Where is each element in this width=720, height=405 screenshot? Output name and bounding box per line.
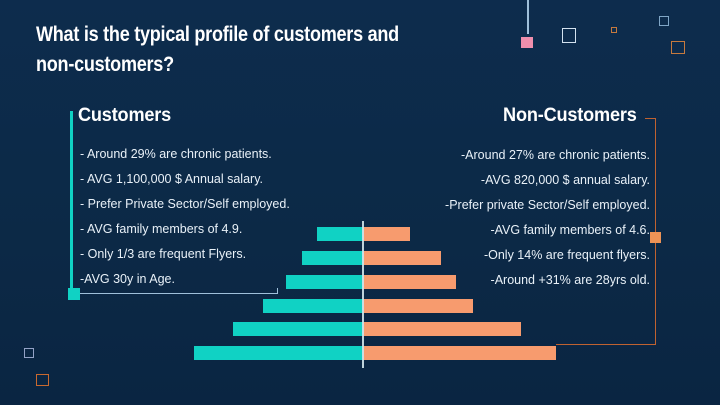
decor-orange-outline-square (671, 41, 685, 54)
list-item: - Only 1/3 are frequent Flyers. (80, 247, 247, 261)
title-line-1: What is the typical profile of customers… (36, 23, 399, 46)
list-item: -Only 14% are frequent flyers. (483, 248, 650, 262)
list-item: - Prefer Private Sector/Self employed. (80, 197, 290, 211)
non-customers-bar-row1 (363, 227, 410, 241)
non-customers-bracket-vertical (654, 117, 656, 345)
decor-tiny-orange-square (611, 27, 617, 33)
list-item: - AVG 1,100,000 $ Annual salary. (80, 172, 263, 186)
chart-center-divider (362, 221, 364, 368)
decor-vertical-line (527, 0, 529, 34)
customers-bar-row4 (263, 299, 363, 313)
list-item: - AVG family members of 4.9. (80, 222, 243, 236)
customers-accent-line (70, 111, 73, 288)
list-item: -AVG 820,000 $ annual salary. (480, 173, 650, 187)
page-title: What is the typical profile of customers… (36, 20, 399, 80)
non-customers-heading: Non-Customers (503, 104, 637, 126)
customers-list: - Around 29% are chronic patients. - AVG … (80, 142, 290, 292)
list-item: -Around 27% are chronic patients. (461, 148, 650, 162)
decor-lavender-outline-square (24, 348, 34, 358)
non-customers-marker-square (650, 232, 661, 243)
list-item: - Around 29% are chronic patients. (80, 147, 272, 161)
customers-bar-row1 (317, 227, 363, 241)
customers-connector-line (80, 288, 278, 294)
list-item: -Prefer private Sector/Self employed. (445, 198, 650, 212)
customers-bar-row3 (286, 275, 363, 289)
non-customers-bracket-bottom (556, 343, 656, 345)
non-customers-bar-row2 (363, 251, 441, 265)
decor-pink-square (521, 37, 533, 48)
decor-white-outline-square (562, 28, 576, 43)
list-item: -Around +31% are 28yrs old. (490, 273, 650, 287)
customers-bar-row6 (194, 346, 363, 360)
non-customers-bar-row3 (363, 275, 456, 289)
list-item: -AVG 30y in Age. (80, 272, 175, 286)
decor-orange-outline-square-bottom (36, 374, 49, 386)
decor-blue-outline-square (659, 16, 669, 26)
non-customers-bar-row4 (363, 299, 473, 313)
title-line-2: non-customers? (36, 53, 174, 76)
list-item: -AVG family members of 4.6. (490, 223, 650, 237)
non-customers-bar-row5 (363, 322, 521, 336)
non-customers-bracket-top (645, 117, 656, 119)
customers-bar-row2 (302, 251, 363, 265)
customers-marker-square (68, 288, 80, 300)
customers-bar-row5 (233, 322, 363, 336)
non-customers-list: -Around 27% are chronic patients. -AVG 82… (445, 143, 650, 293)
non-customers-bar-row6 (363, 346, 556, 360)
customers-heading: Customers (78, 104, 172, 126)
